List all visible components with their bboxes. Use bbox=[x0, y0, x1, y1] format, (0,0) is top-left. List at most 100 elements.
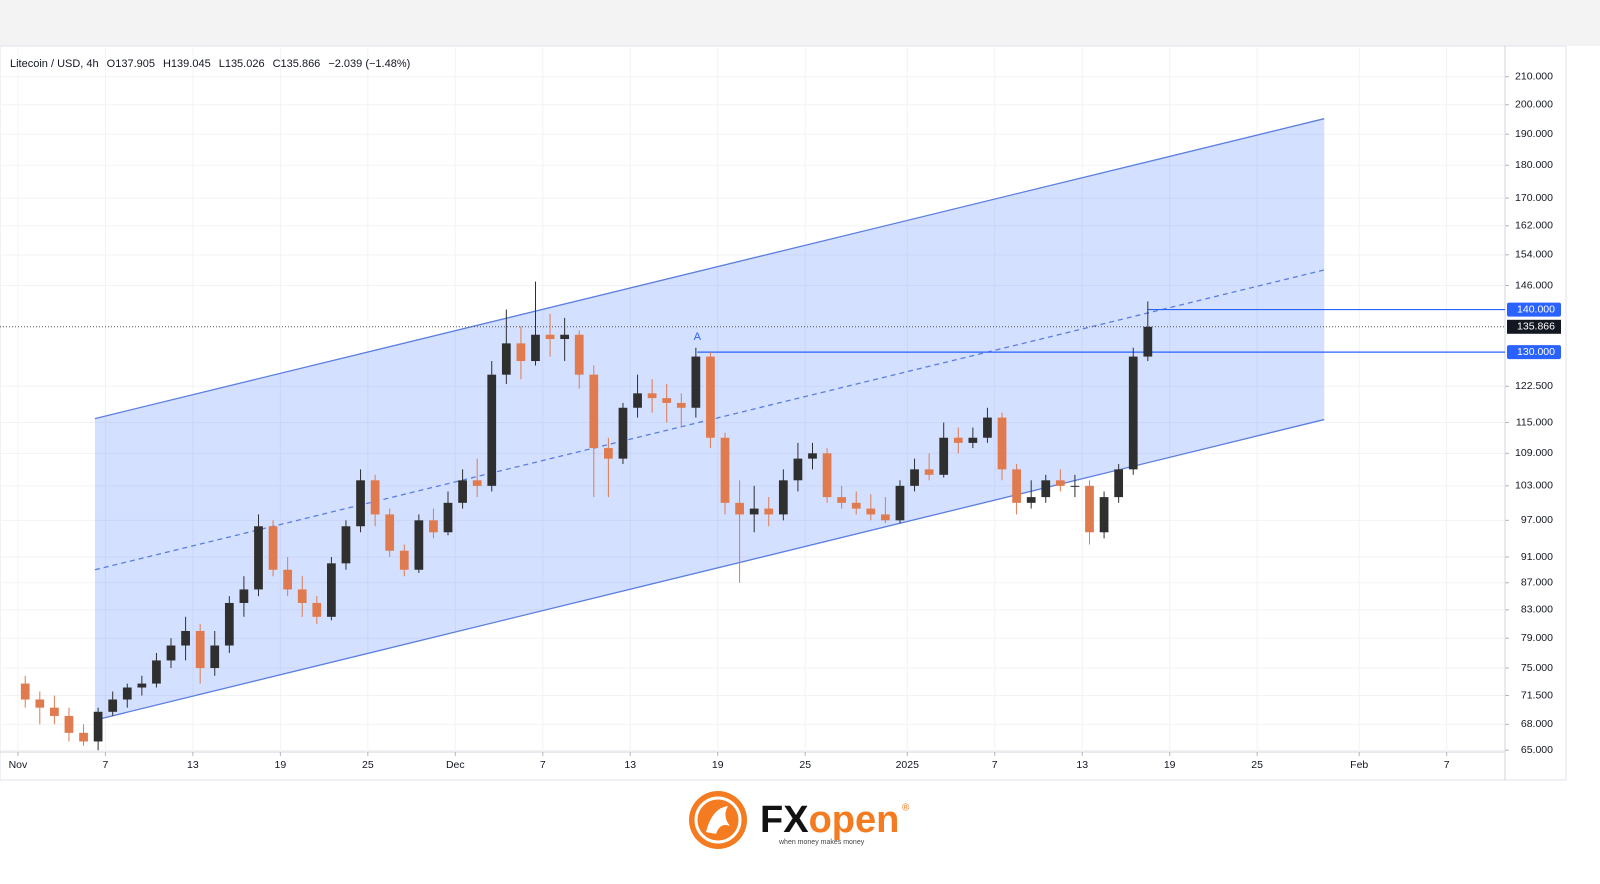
candle-body bbox=[297, 589, 307, 603]
candle-body bbox=[1099, 497, 1109, 533]
x-tick-label: 7 bbox=[1444, 759, 1450, 771]
candle-body bbox=[662, 398, 672, 403]
candle-body bbox=[604, 448, 613, 459]
y-tick-label: 154.000 bbox=[1515, 249, 1553, 261]
candle-body bbox=[895, 485, 905, 521]
candle-body bbox=[1041, 480, 1051, 498]
candle-body bbox=[166, 645, 176, 661]
x-tick-label: 7 bbox=[102, 759, 108, 771]
candle-body bbox=[851, 502, 861, 509]
candle-body bbox=[472, 480, 482, 486]
candle-body bbox=[764, 508, 774, 515]
candle-body bbox=[647, 393, 657, 399]
y-tick-label: 170.000 bbox=[1515, 192, 1553, 204]
candle-body bbox=[399, 550, 409, 570]
y-tick-label: 79.000 bbox=[1521, 632, 1553, 644]
y-tick-label: 65.000 bbox=[1521, 744, 1553, 756]
x-tick-label: 13 bbox=[624, 759, 636, 771]
x-tick-label: 13 bbox=[187, 759, 199, 771]
y-tick-label: 210.000 bbox=[1515, 70, 1553, 82]
y-tick-label: 162.000 bbox=[1515, 220, 1553, 232]
candle-body bbox=[443, 502, 453, 533]
current-price-label: 135.866 bbox=[1517, 321, 1555, 333]
candle-body bbox=[924, 469, 934, 475]
candle-body bbox=[283, 569, 293, 590]
candle-body bbox=[837, 497, 847, 503]
candle-body bbox=[778, 480, 788, 515]
candle-body bbox=[691, 356, 701, 408]
x-tick-label: 25 bbox=[799, 759, 811, 771]
y-tick-label: 122.500 bbox=[1515, 380, 1553, 392]
candle-body bbox=[181, 630, 190, 646]
chart-frame bbox=[0, 45, 1567, 781]
candle-body bbox=[64, 715, 74, 733]
ohlc-text: O137.905 bbox=[107, 58, 155, 70]
logo-emblem-ring bbox=[694, 796, 742, 844]
current-price-badge bbox=[1507, 319, 1561, 334]
y-tick-label: 190.000 bbox=[1515, 128, 1553, 140]
candle-body bbox=[1026, 497, 1036, 503]
candle-body bbox=[341, 526, 351, 564]
candle-body bbox=[152, 660, 161, 684]
x-tick-label: Feb bbox=[1350, 759, 1368, 771]
ohlc-text: C135.866 bbox=[273, 58, 321, 70]
candle-body bbox=[793, 458, 803, 481]
logo-tagline: when money makes money bbox=[778, 839, 865, 846]
logo-brand: FXopen bbox=[760, 799, 899, 841]
candle-body bbox=[560, 334, 570, 340]
candle-body bbox=[224, 602, 234, 646]
x-tick-label: 25 bbox=[1251, 759, 1263, 771]
y-tick-label: 200.000 bbox=[1515, 99, 1553, 111]
candle-body bbox=[676, 402, 686, 408]
candle-body bbox=[370, 480, 380, 515]
candle-body bbox=[574, 334, 584, 375]
candle-body bbox=[953, 437, 963, 443]
candle-body bbox=[997, 417, 1007, 470]
candle-body bbox=[20, 683, 30, 700]
candle-body bbox=[137, 683, 147, 688]
y-tick-label: 115.000 bbox=[1516, 416, 1553, 428]
y-tick-label: 103.000 bbox=[1515, 480, 1553, 492]
level-badge bbox=[1507, 345, 1561, 360]
annotation: A bbox=[694, 331, 702, 343]
candle-body bbox=[866, 508, 876, 515]
change-text: −2.039 (−1.48%) bbox=[328, 58, 410, 70]
candle-body bbox=[93, 711, 103, 742]
candle-body bbox=[312, 602, 322, 617]
candle-body bbox=[531, 334, 540, 362]
candle-body bbox=[108, 699, 118, 712]
y-tick-label: 68.000 bbox=[1521, 718, 1553, 730]
candle-body bbox=[968, 437, 978, 443]
ohlc-text: L135.026 bbox=[219, 58, 265, 70]
candle-body bbox=[808, 453, 817, 459]
candle-body bbox=[487, 374, 497, 486]
candle-body bbox=[983, 417, 992, 438]
candle-body bbox=[1070, 485, 1080, 487]
candle-body bbox=[356, 480, 365, 527]
x-tick-label: Dec bbox=[446, 759, 465, 771]
candle-body bbox=[35, 699, 45, 708]
y-tick-label: 109.000 bbox=[1515, 447, 1553, 459]
candle-body bbox=[1114, 469, 1124, 498]
x-tick-label: 25 bbox=[362, 759, 374, 771]
channel-upper bbox=[94, 118, 1325, 420]
candle-body bbox=[633, 393, 642, 408]
candle-body bbox=[195, 630, 205, 669]
logo-brand-a: FX bbox=[760, 799, 809, 841]
candle-body bbox=[414, 520, 424, 570]
ohlc-text: H139.045 bbox=[163, 58, 211, 70]
x-tick-label: 2025 bbox=[896, 759, 920, 771]
candle-body bbox=[1055, 480, 1065, 486]
plot: A bbox=[0, 46, 1509, 756]
x-tick-label: 7 bbox=[540, 759, 546, 771]
candle-body bbox=[254, 526, 263, 590]
logo-mark: ® bbox=[902, 803, 910, 814]
candle-body bbox=[385, 514, 395, 551]
candle-body bbox=[1012, 469, 1021, 503]
y-tick-label: 87.000 bbox=[1521, 577, 1553, 589]
logo-brand-b: open bbox=[809, 799, 900, 841]
candle-body bbox=[458, 480, 467, 503]
candle-body bbox=[545, 334, 555, 340]
candle-body bbox=[749, 508, 759, 515]
logo-emblem-shape bbox=[706, 806, 730, 834]
